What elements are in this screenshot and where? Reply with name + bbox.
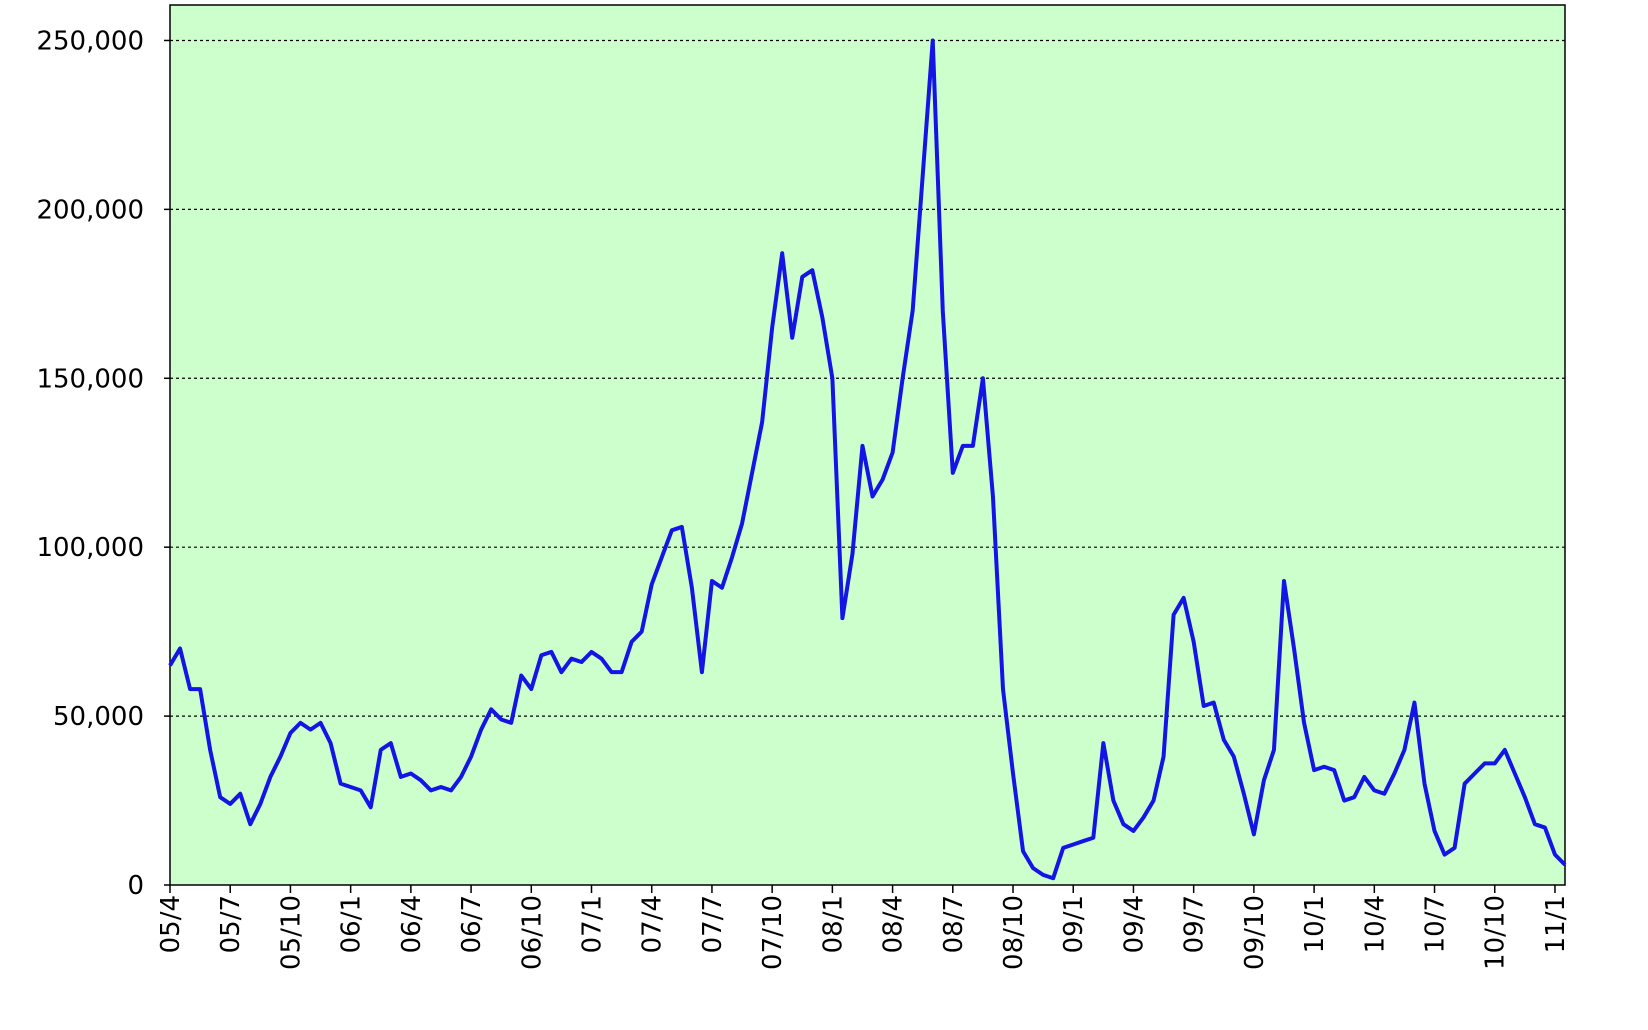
x-tick-label: 05/7 xyxy=(216,895,246,953)
x-tick-label: 10/7 xyxy=(1421,895,1451,953)
x-tick-label: 08/10 xyxy=(999,895,1029,970)
x-tick-label: 07/4 xyxy=(638,895,668,953)
y-tick-label: 150,000 xyxy=(36,364,144,394)
x-tick-label: 08/7 xyxy=(939,895,969,953)
x-tick-label: 07/10 xyxy=(758,895,788,970)
x-tick-label: 06/7 xyxy=(457,895,487,953)
x-tick-label: 08/1 xyxy=(818,895,848,953)
y-tick-label: 0 xyxy=(127,871,144,901)
x-tick-label: 09/10 xyxy=(1240,895,1270,970)
x-tick-label: 09/4 xyxy=(1119,895,1149,953)
x-tick-label: 05/10 xyxy=(276,895,306,970)
x-tick-label: 07/7 xyxy=(698,895,728,953)
x-tick-label: 06/1 xyxy=(337,895,367,953)
plot-border xyxy=(169,4,1566,886)
x-tick-label: 05/4 xyxy=(156,895,186,953)
x-tick-label: 09/1 xyxy=(1059,895,1089,953)
x-tick-label: 09/7 xyxy=(1180,895,1210,953)
y-tick-label: 200,000 xyxy=(36,195,144,225)
x-tick-label: 06/4 xyxy=(397,895,427,953)
y-tick-label: 100,000 xyxy=(36,533,144,563)
x-tick-label: 10/10 xyxy=(1481,895,1511,970)
y-tick-label: 250,000 xyxy=(36,26,144,56)
x-tick-label: 07/1 xyxy=(578,895,608,953)
x-tick-label: 10/4 xyxy=(1360,895,1390,953)
x-tick-label: 06/10 xyxy=(517,895,547,970)
data-line xyxy=(168,38,1567,881)
plot-area xyxy=(170,5,1565,885)
x-tick-label: 11/1 xyxy=(1541,895,1571,953)
x-tick-label: 08/4 xyxy=(879,895,909,953)
y-tick-label: 50,000 xyxy=(53,702,144,732)
x-tick-label: 10/1 xyxy=(1300,895,1330,953)
